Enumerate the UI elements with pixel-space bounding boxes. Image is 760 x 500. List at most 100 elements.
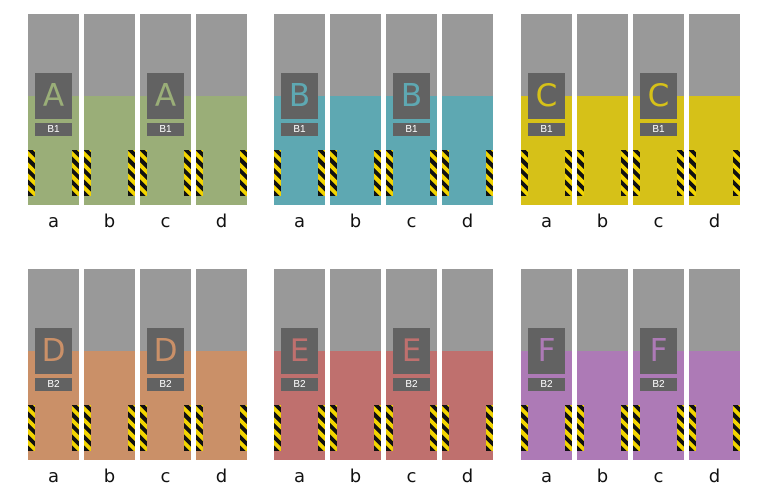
bay-column-b xyxy=(84,14,135,205)
bay-letter-sign: C xyxy=(528,73,565,119)
bay-column-c: A B1 xyxy=(140,14,191,205)
bay-letter-sign: D xyxy=(35,328,72,374)
bay-column-d xyxy=(196,269,247,460)
hazard-stripe-left xyxy=(274,405,281,451)
hazard-stripe-left xyxy=(28,405,35,451)
column-label: c xyxy=(160,466,171,487)
hazard-stripe-right xyxy=(128,405,135,451)
bay-letter-sign: C xyxy=(640,73,677,119)
bay-column-c: D B2 xyxy=(140,269,191,460)
column-label: b xyxy=(349,211,362,232)
level-tag: B2 xyxy=(393,378,430,391)
bay-column-a: E B2 xyxy=(274,269,325,460)
bay-column-d xyxy=(689,14,740,205)
column-label: a xyxy=(47,466,60,487)
bay-column-a: C B1 xyxy=(521,14,572,205)
bay-letter-sign: D xyxy=(147,328,184,374)
hazard-stripe-right xyxy=(430,405,437,451)
column-label: d xyxy=(708,466,721,487)
bay-column-d xyxy=(689,269,740,460)
hazard-stripe-right xyxy=(374,150,381,196)
column-label: c xyxy=(653,211,664,232)
bay-fill xyxy=(689,351,740,460)
level-tag: B2 xyxy=(281,378,318,391)
column-label: a xyxy=(293,211,306,232)
hazard-stripe-left xyxy=(140,405,147,451)
bay-column-a: F B2 xyxy=(521,269,572,460)
bay-column-b xyxy=(577,14,628,205)
bay-letter-sign: A xyxy=(35,73,72,119)
level-tag: B1 xyxy=(528,123,565,136)
hazard-stripe-left xyxy=(140,150,147,196)
column-label: b xyxy=(596,466,609,487)
level-tag: B1 xyxy=(281,123,318,136)
bay-fill xyxy=(330,96,381,205)
hazard-stripe-right xyxy=(72,405,79,451)
hazard-stripe-right xyxy=(733,150,740,196)
hazard-stripe-left xyxy=(521,150,528,196)
column-label: c xyxy=(653,466,664,487)
hazard-stripe-right xyxy=(374,405,381,451)
bay-letter-sign: F xyxy=(528,328,565,374)
hazard-stripe-right xyxy=(240,405,247,451)
column-label: b xyxy=(596,211,609,232)
bay-group-a: A B1 a b A B1 c d xyxy=(28,14,248,242)
bay-column-c: C B1 xyxy=(633,14,684,205)
hazard-stripe-right xyxy=(565,405,572,451)
hazard-stripe-right xyxy=(486,405,493,451)
bay-fill xyxy=(330,351,381,460)
column-label: c xyxy=(406,211,417,232)
bay-column-d xyxy=(442,269,493,460)
hazard-stripe-left xyxy=(633,405,640,451)
hazard-stripe-right xyxy=(565,150,572,196)
hazard-stripe-left xyxy=(442,150,449,196)
bay-group-b: B B1 a b B B1 c d xyxy=(274,14,494,242)
column-label: a xyxy=(540,211,553,232)
bay-fill xyxy=(689,96,740,205)
column-label: d xyxy=(461,211,474,232)
level-tag: B1 xyxy=(640,123,677,136)
bay-column-b xyxy=(84,269,135,460)
hazard-stripe-right xyxy=(128,150,135,196)
level-tag: B1 xyxy=(147,123,184,136)
column-label: c xyxy=(160,211,171,232)
level-tag: B1 xyxy=(35,123,72,136)
bay-fill xyxy=(442,96,493,205)
bay-column-a: A B1 xyxy=(28,14,79,205)
bay-fill xyxy=(577,96,628,205)
bay-column-c: F B2 xyxy=(633,269,684,460)
column-label: d xyxy=(461,466,474,487)
bay-group-d: D B2 a b D B2 c d xyxy=(28,269,248,497)
hazard-stripe-right xyxy=(318,150,325,196)
hazard-stripe-right xyxy=(184,405,191,451)
hazard-stripe-left xyxy=(521,405,528,451)
hazard-stripe-left xyxy=(196,150,203,196)
level-tag: B2 xyxy=(35,378,72,391)
hazard-stripe-left xyxy=(196,405,203,451)
bay-column-d xyxy=(196,14,247,205)
column-label: d xyxy=(215,211,228,232)
hazard-stripe-right xyxy=(733,405,740,451)
bay-letter-sign: A xyxy=(147,73,184,119)
bay-fill xyxy=(196,351,247,460)
level-tag: B2 xyxy=(528,378,565,391)
column-label: c xyxy=(406,466,417,487)
hazard-stripe-right xyxy=(318,405,325,451)
hazard-stripe-left xyxy=(84,405,91,451)
column-label: a xyxy=(293,466,306,487)
bay-group-f: F B2 a b F B2 c d xyxy=(521,269,741,497)
hazard-stripe-right xyxy=(677,150,684,196)
hazard-stripe-left xyxy=(330,150,337,196)
bay-column-c: B B1 xyxy=(386,14,437,205)
column-label: b xyxy=(103,211,116,232)
hazard-stripe-left xyxy=(84,150,91,196)
hazard-stripe-left xyxy=(689,405,696,451)
hazard-stripe-left xyxy=(386,405,393,451)
hazard-stripe-right xyxy=(240,150,247,196)
bay-letter-sign: B xyxy=(393,73,430,119)
hazard-stripe-right xyxy=(184,150,191,196)
hazard-stripe-left xyxy=(577,150,584,196)
bay-fill xyxy=(84,96,135,205)
column-label: b xyxy=(349,466,362,487)
hazard-stripe-right xyxy=(621,150,628,196)
